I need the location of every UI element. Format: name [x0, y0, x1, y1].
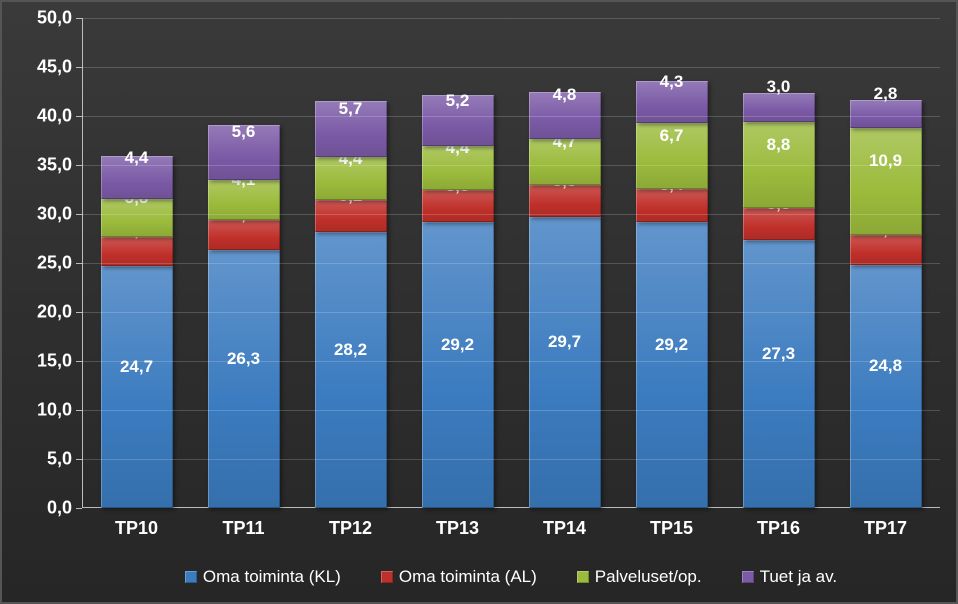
y-axis-label: 5,0: [12, 449, 72, 470]
x-axis-label: TP16: [757, 518, 800, 539]
x-axis-label: TP14: [543, 518, 586, 539]
y-tick: [76, 361, 82, 362]
bar-value-label: 2,8: [850, 84, 922, 104]
grid-line: [82, 116, 940, 117]
y-axis-label: 35,0: [12, 155, 72, 176]
y-axis-label: 15,0: [12, 351, 72, 372]
y-tick: [76, 165, 82, 166]
bar-value-label: 4,3: [636, 72, 708, 92]
bar-value-label: 24,8: [850, 356, 922, 376]
y-axis-label: 20,0: [12, 302, 72, 323]
y-tick: [76, 410, 82, 411]
y-tick: [76, 312, 82, 313]
y-tick: [76, 263, 82, 264]
legend-swatch: [185, 571, 197, 583]
legend-label: Palveluset/op.: [595, 567, 702, 587]
legend-item-kl: Oma toiminta (KL): [185, 567, 341, 587]
grid-line: [82, 312, 940, 313]
legend-item-al: Oma toiminta (AL): [381, 567, 537, 587]
legend-item-pa: Palveluset/op.: [577, 567, 702, 587]
legend: Oma toiminta (KL) Oma toiminta (AL) Palvel…: [82, 562, 940, 592]
bar-segment-kl: [850, 265, 922, 508]
x-axis-label: TP15: [650, 518, 693, 539]
legend-label: Oma toiminta (KL): [203, 567, 341, 587]
bar-value-label: 29,2: [422, 335, 494, 355]
grid-line: [82, 214, 940, 215]
bar-value-label: 5,6: [208, 122, 280, 142]
y-axis-label: 30,0: [12, 204, 72, 225]
grid-line: [82, 165, 940, 166]
plot-area: 24,73,03,84,426,33,14,15,628,23,24,45,72…: [82, 18, 940, 508]
grid-line: [82, 67, 940, 68]
y-tick: [76, 18, 82, 19]
bar-segment-kl: [529, 217, 601, 508]
bar-segment-kl: [422, 222, 494, 508]
y-tick: [76, 459, 82, 460]
grid-line: [82, 263, 940, 264]
x-axis-label: TP13: [436, 518, 479, 539]
x-axis-label: TP11: [222, 518, 264, 539]
bar-value-label: 3,0: [743, 77, 815, 97]
bar-value-label: 29,7: [529, 332, 601, 352]
grid-line: [82, 361, 940, 362]
legend-swatch: [381, 571, 393, 583]
y-axis-label: 45,0: [12, 57, 72, 78]
bar-value-label: 6,7: [636, 126, 708, 146]
bar-value-label: 5,2: [422, 91, 494, 111]
legend-swatch: [742, 571, 754, 583]
bar-segment-pa: [850, 128, 922, 235]
bar-value-label: 10,9: [850, 151, 922, 171]
grid-line: [82, 410, 940, 411]
chart-frame: 24,73,03,84,426,33,14,15,628,23,24,45,72…: [0, 0, 958, 604]
y-axis-label: 0,0: [12, 498, 72, 519]
x-axis-label: TP12: [329, 518, 372, 539]
y-tick: [76, 214, 82, 215]
y-axis-label: 40,0: [12, 106, 72, 127]
grid-line: [82, 18, 940, 19]
y-tick: [76, 67, 82, 68]
legend-label: Oma toiminta (AL): [399, 567, 537, 587]
bar-segment-kl: [208, 250, 280, 508]
bar-segment-kl: [101, 266, 173, 508]
legend-swatch: [577, 571, 589, 583]
bar-segment-kl: [743, 240, 815, 508]
bar-value-label: 28,2: [315, 340, 387, 360]
bar-segment-kl: [315, 232, 387, 508]
bar-value-label: 4,8: [529, 85, 601, 105]
y-axis-label: 25,0: [12, 253, 72, 274]
y-tick: [76, 508, 82, 509]
x-axis-label: TP10: [115, 518, 158, 539]
grid-line: [82, 459, 940, 460]
y-tick: [76, 116, 82, 117]
bar-segment-tu: [850, 100, 922, 127]
bar-value-label: 8,8: [743, 135, 815, 155]
legend-item-tu: Tuet ja av.: [742, 567, 837, 587]
legend-label: Tuet ja av.: [760, 567, 837, 587]
y-axis-label: 10,0: [12, 400, 72, 421]
bar-value-label: 24,7: [101, 357, 173, 377]
y-axis-label: 50,0: [12, 8, 72, 29]
x-axis-label: TP17: [864, 518, 907, 539]
bar-value-label: 29,2: [636, 335, 708, 355]
bar-value-label: 26,3: [208, 349, 280, 369]
bar-segment-kl: [636, 222, 708, 508]
